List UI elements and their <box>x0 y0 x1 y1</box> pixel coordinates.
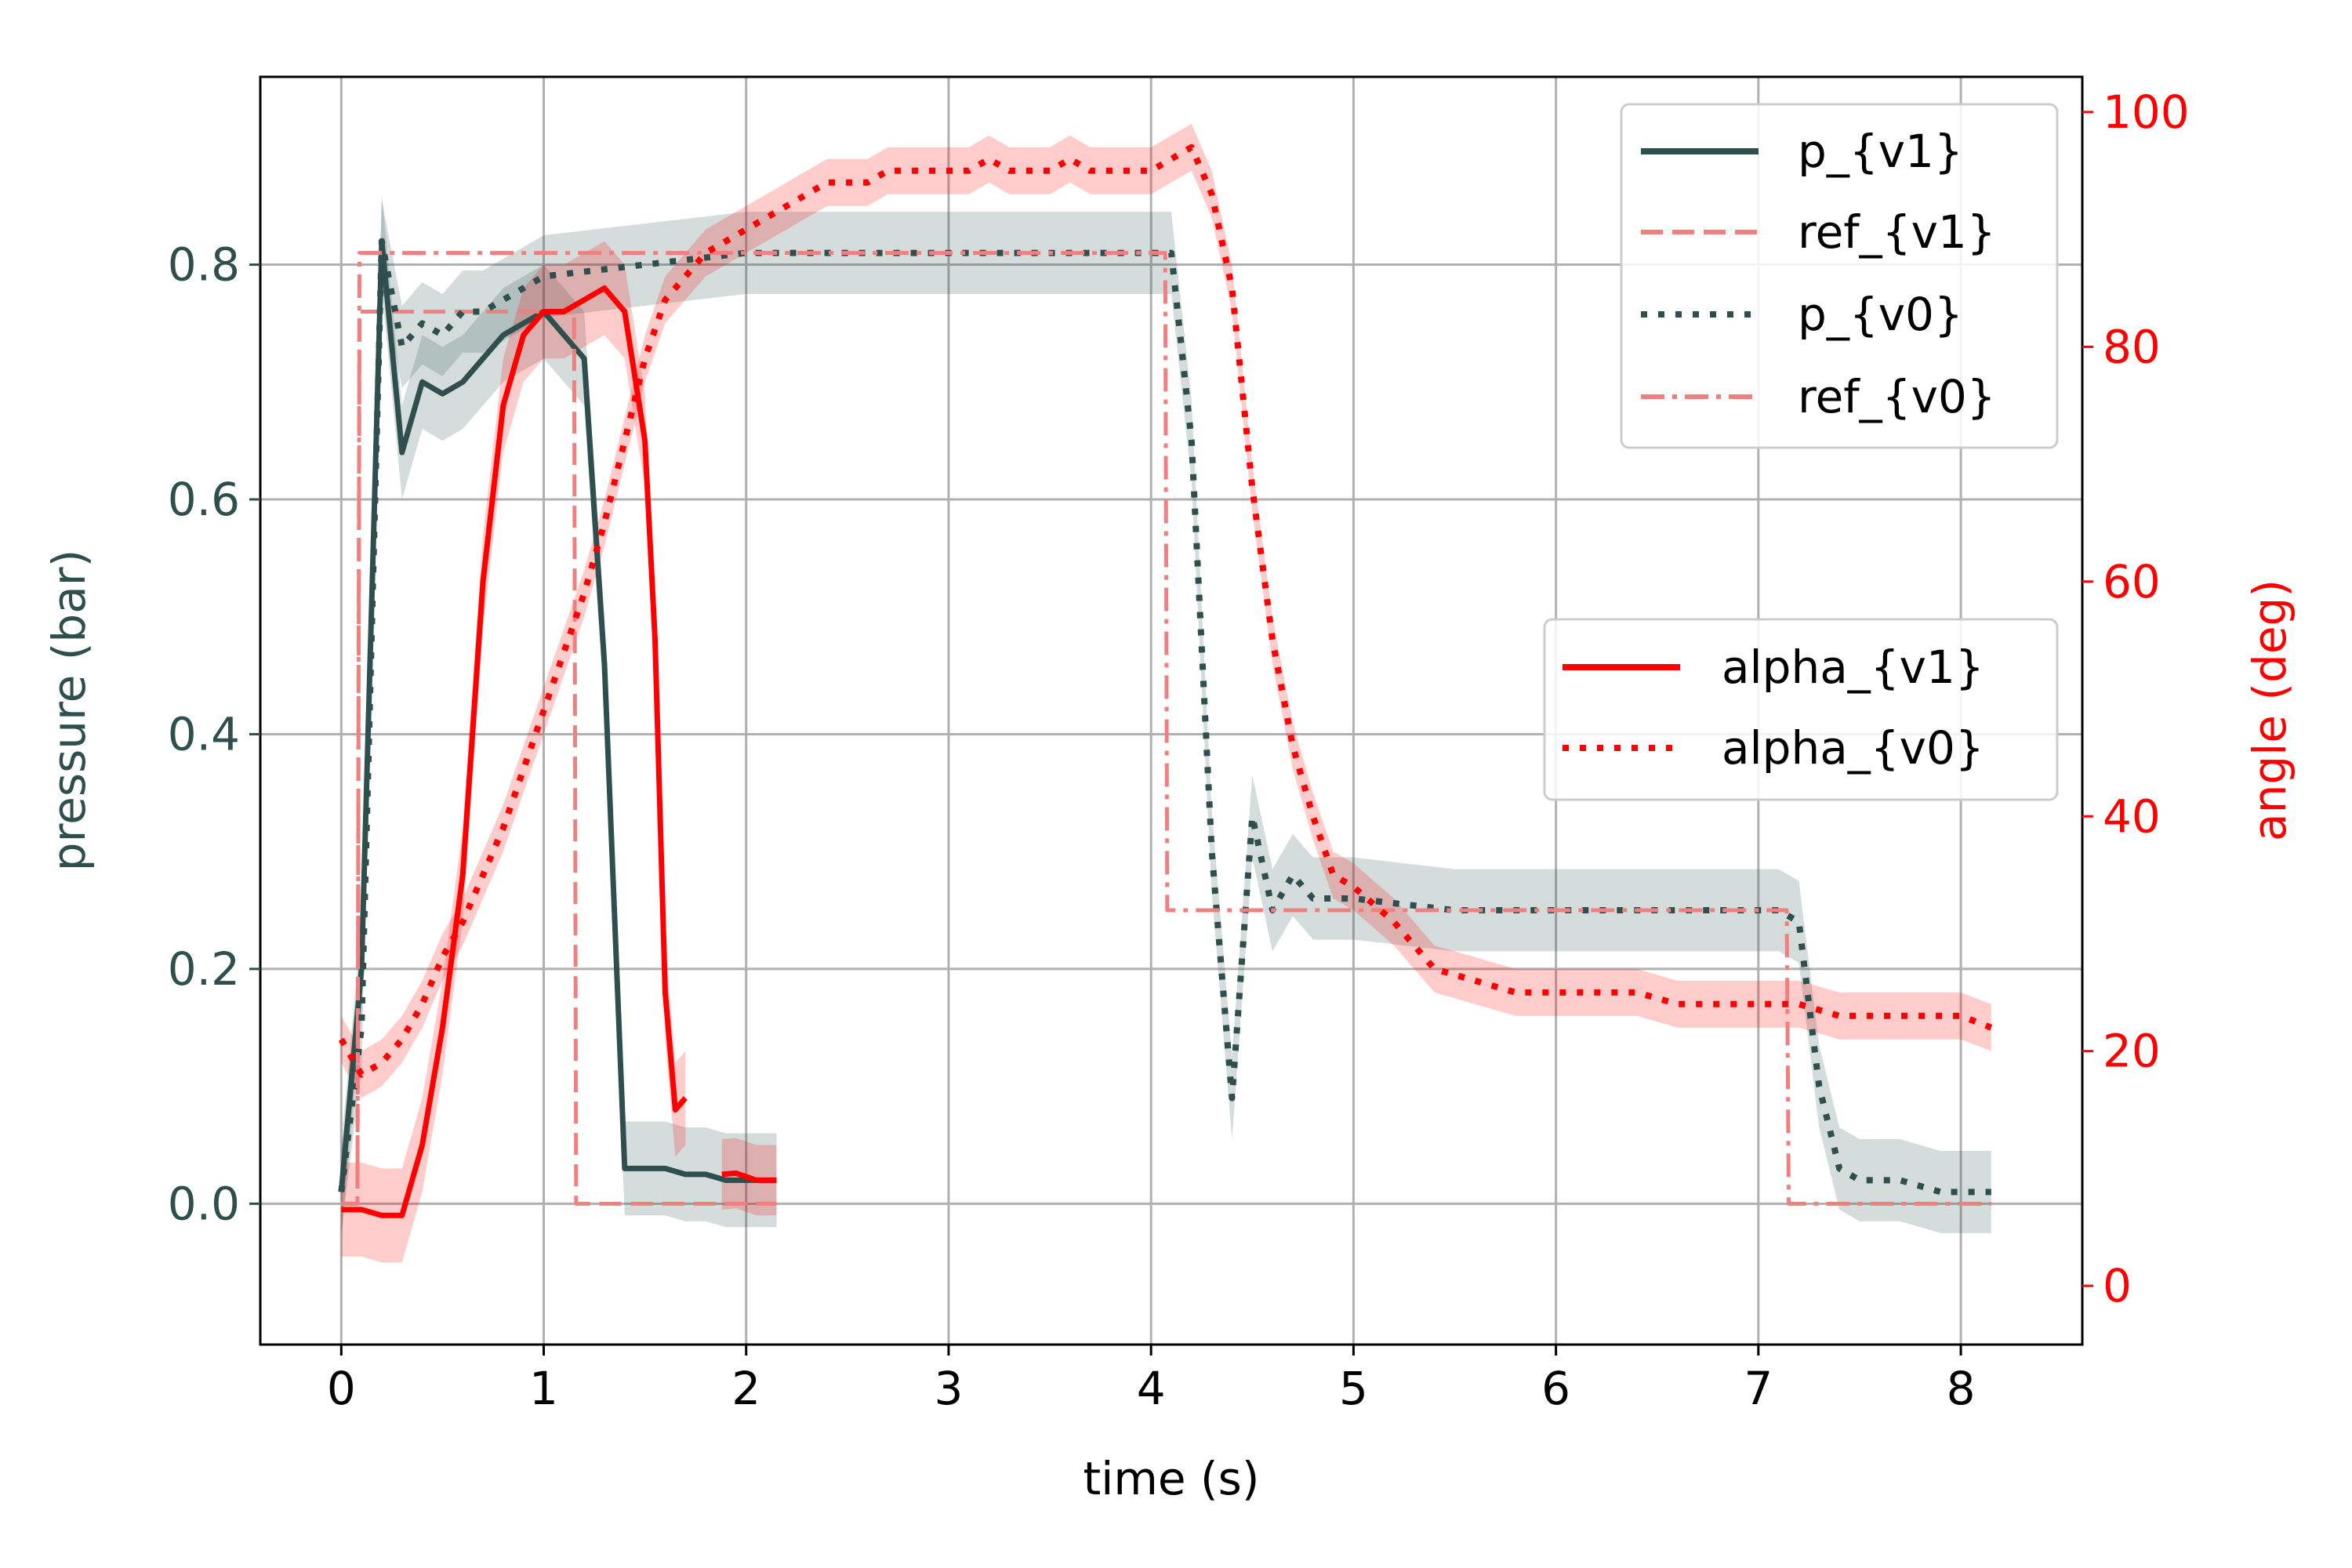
left-y-tick-label: 0.6 <box>168 473 240 526</box>
band-alpha-v0 <box>341 123 1991 1098</box>
legend-label-alpha-v1: alpha_{v1} <box>1722 641 1984 694</box>
left-y-tick-label: 0.0 <box>168 1177 240 1230</box>
x-axis-ticks: 0 1 2 3 4 5 6 7 8 <box>327 1345 1976 1415</box>
series-line-alpha-v1 <box>341 285 688 1218</box>
right-y-tick-label: 20 <box>2103 1025 2161 1078</box>
right-y-axis-label: angle (deg) <box>2243 579 2296 841</box>
legend-label-ref-v1: ref_{v1} <box>1798 205 1996 259</box>
series-line-p-v1 <box>338 238 777 1192</box>
series-lines <box>338 143 1993 1218</box>
x-tick-label: 0 <box>327 1362 356 1415</box>
right-y-tick-label: 60 <box>2103 555 2161 608</box>
legend-pressure-box <box>1620 103 2059 449</box>
legend-label-p-v1: p_{v1} <box>1798 125 1963 178</box>
x-tick-label: 5 <box>1339 1362 1368 1415</box>
series-line-ref-v0 <box>341 251 1991 1206</box>
x-tick-label: 3 <box>935 1362 964 1415</box>
right-y-tick-label: 40 <box>2103 789 2161 843</box>
x-tick-label: 6 <box>1541 1362 1570 1415</box>
left-y-tick-label: 0.4 <box>168 707 240 760</box>
left-y-axis-label: pressure (bar) <box>42 550 96 871</box>
left-y-tick-label: 0.2 <box>168 942 240 996</box>
x-tick-label: 1 <box>529 1362 558 1415</box>
left-y-tick-label: 0.8 <box>168 238 240 292</box>
plot-frame <box>259 75 2084 1346</box>
series-line-alpha-v0 <box>338 143 1993 1078</box>
x-tick-label: 7 <box>1744 1362 1773 1415</box>
legend-pressure: p_{v1} ref_{v1} p_{v0} ref_{v0} <box>1620 103 2059 449</box>
x-tick-label: 4 <box>1137 1362 1166 1415</box>
right-y-tick-label: 0 <box>2103 1259 2132 1312</box>
x-tick-label: 2 <box>731 1362 760 1415</box>
right-y-tick-label: 80 <box>2103 320 2161 373</box>
x-axis-label: time (s) <box>1083 1452 1260 1505</box>
x-tick-label: 8 <box>1947 1362 1976 1415</box>
left-y-axis-ticks: 0.0 0.2 0.4 0.6 0.8 <box>168 238 260 1230</box>
series-line-alpha-v1 <box>721 1170 777 1183</box>
right-y-tick-label: 100 <box>2103 85 2190 139</box>
legend-label-alpha-v0: alpha_{v0} <box>1722 721 1984 775</box>
legend-angle: alpha_{v1} alpha_{v0} <box>1543 618 2059 801</box>
legend-label-p-v0: p_{v0} <box>1798 288 1963 341</box>
right-y-axis-ticks: 0 20 40 60 80 100 <box>2082 85 2190 1312</box>
legend-label-ref-v0: ref_{v0} <box>1798 370 1996 423</box>
band-p-v0 <box>341 200 1991 1233</box>
